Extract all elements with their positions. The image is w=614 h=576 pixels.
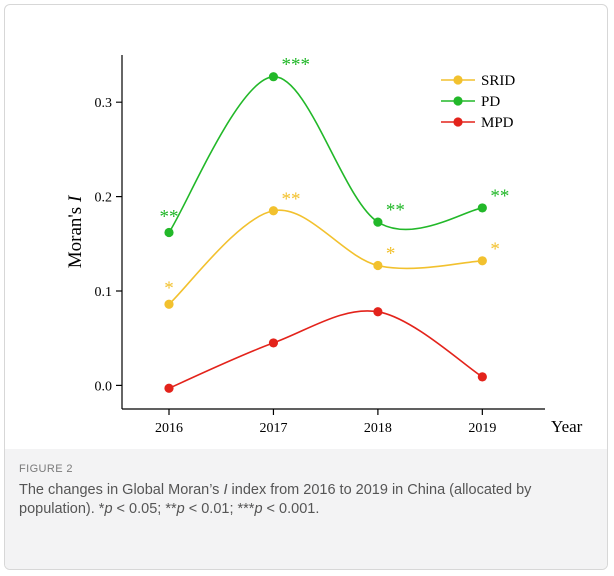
significance-label-pd: ** <box>490 186 509 207</box>
figure-label: FIGURE 2 <box>19 463 73 475</box>
legend-marker-pd <box>453 96 463 106</box>
significance-label-srid: ** <box>281 189 300 210</box>
legend-label-pd: PD <box>481 94 500 110</box>
legend-marker-srid <box>453 75 463 85</box>
significance-label-pd: ** <box>386 200 405 221</box>
legend-label-mpd: MPD <box>481 115 514 131</box>
data-point-mpd <box>373 307 383 317</box>
caption-panel <box>5 449 607 569</box>
data-point-pd <box>164 227 174 238</box>
significance-label-srid: * <box>164 278 174 299</box>
x-tick-label: 2019 <box>468 421 496 436</box>
data-point-pd <box>373 217 383 227</box>
significance-label-srid: * <box>386 244 396 265</box>
y-tick-label: 0.0 <box>95 379 113 394</box>
figure-card: 0.0 0.1 0.2 0.3 2016 2017 2018 2019 Year Moran's … <box>4 4 608 570</box>
y-tick-label: 0.1 <box>95 285 113 300</box>
data-point-mpd <box>477 372 487 382</box>
y-axis-label: Moran's I <box>65 194 86 268</box>
x-tick-label: 2016 <box>155 421 183 436</box>
series-line-mpd <box>168 310 483 389</box>
data-point-pd <box>477 203 487 213</box>
significance-label-pd: ** <box>160 206 179 227</box>
y-tick-label: 0.2 <box>95 191 113 206</box>
x-axis-label: Year <box>551 417 583 436</box>
data-point-srid <box>164 299 174 309</box>
significance-label-pd: *** <box>281 55 310 76</box>
data-point-pd <box>268 72 279 82</box>
series-line-pd <box>168 75 483 233</box>
series-line-srid <box>168 209 483 305</box>
y-tick-label: 0.3 <box>95 96 113 111</box>
x-tick-label: 2017 <box>259 421 287 436</box>
data-point-srid <box>268 206 279 216</box>
significance-label-srid: * <box>490 239 500 260</box>
legend-label-srid: SRID <box>481 73 515 89</box>
legend-marker-mpd <box>453 117 463 127</box>
x-tick-label: 2018 <box>364 421 392 436</box>
data-point-mpd <box>268 338 279 348</box>
figure-caption: The changes in Global Moran’s I index fr… <box>19 482 532 517</box>
data-point-mpd <box>164 383 174 393</box>
data-point-srid <box>373 260 383 271</box>
line-chart: 0.0 0.1 0.2 0.3 2016 2017 2018 2019 Year Moran's … <box>65 55 583 436</box>
data-point-srid <box>477 256 487 266</box>
